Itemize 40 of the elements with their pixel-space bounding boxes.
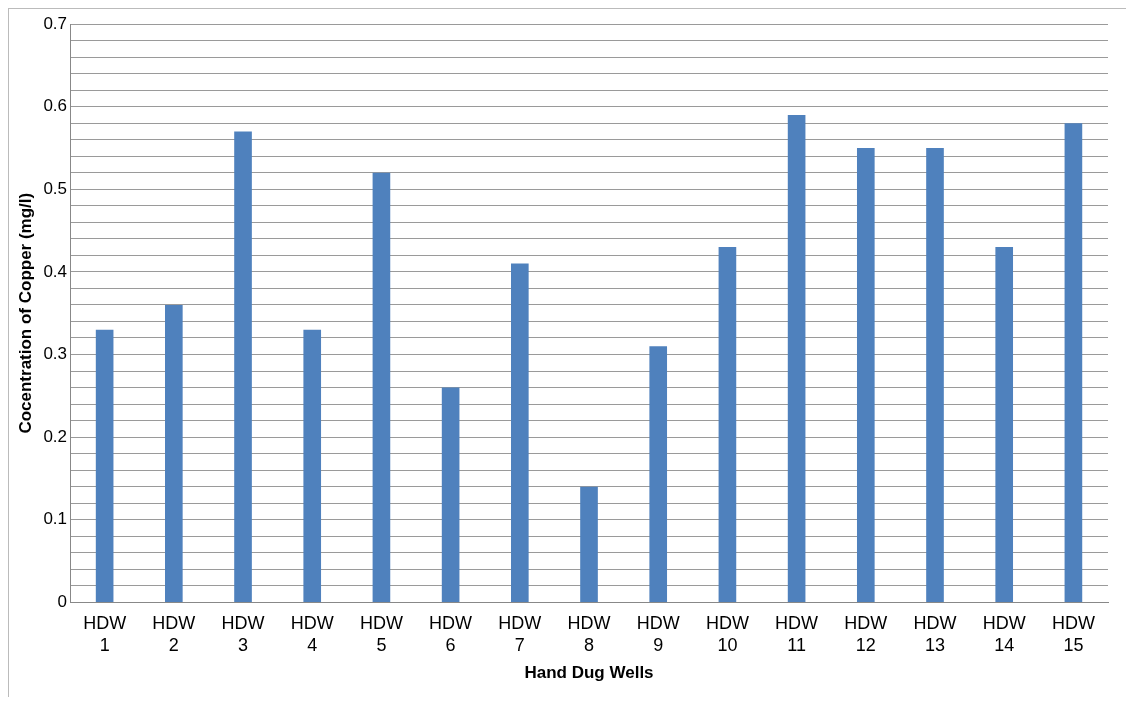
x-tick-label: HDW 3 [221, 613, 265, 655]
x-tick-label: HDW 14 [982, 613, 1026, 655]
bar [718, 247, 737, 602]
y-tick-label: 0 [57, 592, 68, 612]
y-tick-label: 0.3 [43, 344, 68, 364]
bar [1064, 123, 1083, 602]
bar [372, 172, 391, 602]
bar [95, 329, 114, 602]
x-tick-label: HDW 2 [152, 613, 196, 655]
bar [787, 114, 806, 602]
y-tick-label: 0.2 [43, 426, 68, 446]
x-tick-label: HDW 5 [359, 613, 403, 655]
x-tick-label: HDW 9 [636, 613, 680, 655]
x-tick-label: HDW 8 [567, 613, 611, 655]
bar [234, 131, 252, 602]
x-tick-label: HDW 11 [775, 613, 819, 655]
bar [511, 263, 529, 602]
bar [580, 486, 598, 602]
x-tick-label: HDW 15 [1051, 613, 1095, 655]
x-tick-label: HDW 7 [498, 613, 542, 655]
x-axis-title: Hand Dug Wells [524, 663, 654, 683]
x-tick-label: HDW 1 [83, 613, 127, 655]
x-tick-label: HDW 12 [844, 613, 888, 655]
y-tick-label: 0.1 [43, 509, 68, 529]
bar [441, 387, 460, 602]
x-tick-label: HDW 4 [290, 613, 334, 655]
bar [303, 329, 322, 602]
x-tick-label: HDW 13 [913, 613, 957, 655]
bar [649, 346, 668, 602]
bar [995, 247, 1014, 602]
x-tick-label: HDW 6 [429, 613, 473, 655]
x-tick-label: HDW 10 [705, 613, 749, 655]
y-tick-label: 0.7 [43, 13, 68, 33]
y-tick-label: 0.5 [43, 178, 68, 198]
y-axis-title: Cocentration of Copper (mg/l) [15, 192, 35, 434]
bar [926, 147, 944, 602]
y-tick-label: 0.4 [43, 261, 68, 281]
y-tick-label: 0.6 [43, 96, 68, 116]
bar [856, 147, 875, 602]
bar [165, 304, 183, 602]
